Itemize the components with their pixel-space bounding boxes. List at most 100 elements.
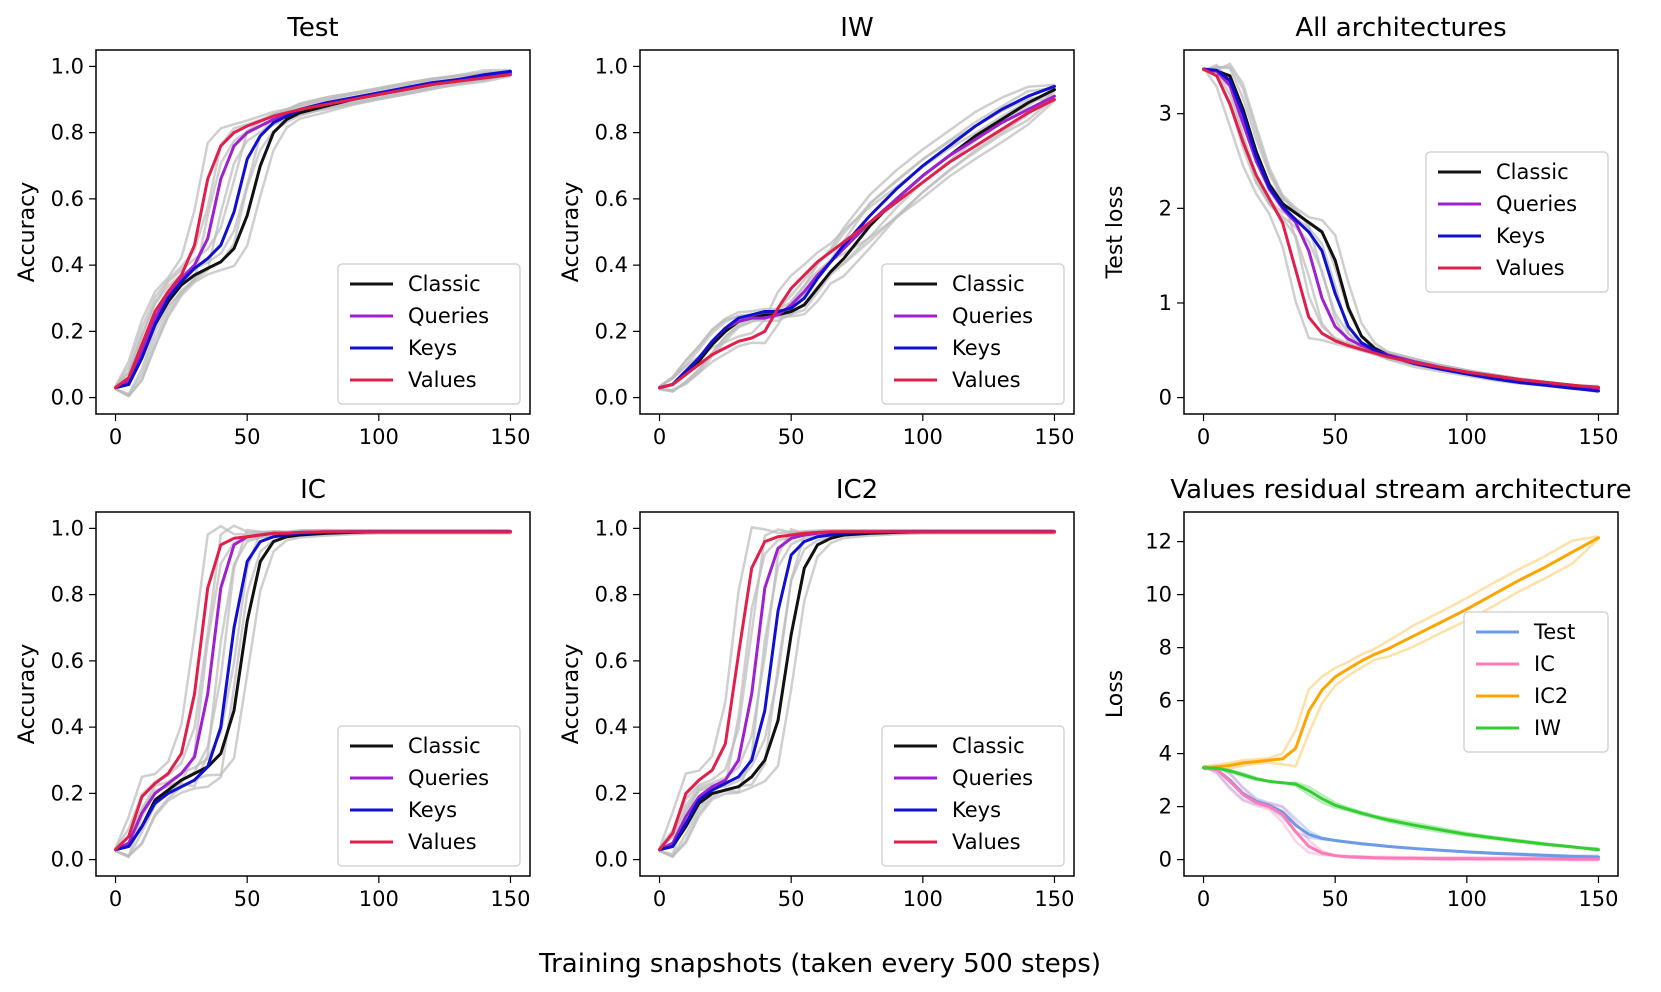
panel-5-ytick-label: 0.6 (595, 649, 628, 673)
panel-5-xtick-label: 150 (1034, 887, 1074, 911)
panel-4-xtick-label: 50 (234, 887, 261, 911)
panel-6-ytick-label: 8 (1159, 636, 1172, 660)
panel-1-legend-box (337, 263, 521, 405)
panel-1-series-values (114, 73, 512, 390)
panel-2-ytick-label: 0.2 (595, 319, 628, 343)
panel-4-legend-label-values: Values (408, 830, 477, 854)
panel-5-ytick-label: 0.8 (595, 583, 628, 607)
panel-6-xtick-label: 150 (1578, 887, 1618, 911)
panel-6-axes-frame (1183, 511, 1619, 877)
panel-5-xtick-label: 100 (903, 887, 943, 911)
panel-1-axes-frame (95, 49, 531, 415)
panel-4-ytick-label: 0.6 (51, 649, 84, 673)
panel-4-axes-frame (95, 511, 531, 877)
panel-3-xtick-label: 100 (1447, 425, 1487, 449)
panel-1-data (114, 68, 512, 398)
panel-4-ylabel: Accuracy (15, 644, 40, 744)
panel-1-xtick-label: 0 (109, 425, 122, 449)
panel-6-ylabel: Loss (1103, 670, 1128, 718)
panel-1-ytick-label: 0.4 (51, 253, 84, 277)
panel-4-ytick-label: 0.0 (51, 848, 84, 872)
panel-5-ylabel: Accuracy (559, 644, 584, 744)
panel-5-legend: Classic Queries Keys Values (881, 725, 1065, 867)
panel-6-xtick-label: 0 (1197, 887, 1210, 911)
panel-2-data (658, 83, 1056, 393)
panel-2-xtick-label: 150 (1034, 425, 1074, 449)
panel-1-xtick-label: 50 (234, 425, 261, 449)
panel-2-axes-frame (639, 49, 1075, 415)
panel-4-legend-box (337, 725, 521, 867)
panel-1: Test Accuracy 0 50 100 150 0.0 0.2 0.4 0.6 0.8 1.0 C… (15, 13, 531, 449)
panel-5-xtick-label: 50 (778, 887, 805, 911)
panel-2-series-keys (658, 84, 1056, 390)
panel-1-ytick-label: 0.2 (51, 319, 84, 343)
panel-6-legend-label-test: Test (1533, 620, 1575, 644)
panel-5-ytick-label: 0.2 (595, 781, 628, 805)
panel-1-legend-label-classic: Classic (408, 272, 481, 296)
panel-6-legend: Test IC IC2 IW (1463, 611, 1609, 753)
panel-5-series-values (658, 530, 1056, 852)
panel-3-ytick-label: 0 (1159, 386, 1172, 410)
panel-5-legend-box (881, 725, 1065, 867)
panel-3-legend-label-queries: Queries (1496, 192, 1577, 216)
panel-3-title: All architectures (1295, 13, 1506, 43)
panel-2-ytick-label: 0.4 (595, 253, 628, 277)
panel-4: IC Accuracy 0 50 100 150 0.0 0.2 0.4 0.6 0.8 1.0 Cla… (15, 475, 531, 911)
panel-4-ytick-label: 0.8 (51, 583, 84, 607)
panel-6-ytick-label: 4 (1159, 742, 1172, 766)
panel-6-ytick-label: 6 (1159, 689, 1172, 713)
panel-3-data (1202, 62, 1600, 394)
panel-6-ytick-label: 0 (1159, 848, 1172, 872)
panel-6-series-iw (1202, 766, 1600, 852)
panel-3-xtick-label: 50 (1322, 425, 1349, 449)
panel-6-data (1202, 535, 1600, 862)
panel-6-ytick-label: 10 (1145, 583, 1172, 607)
panel-2-ytick-label: 0.6 (595, 187, 628, 211)
panel-3-ytick-label: 3 (1159, 102, 1172, 126)
panel-4-legend-label-queries: Queries (408, 766, 489, 790)
panel-2-legend-label-keys: Keys (952, 336, 1001, 360)
panel-2-ylabel: Accuracy (559, 182, 584, 282)
figure-xlabel: Training snapshots (taken every 500 step… (538, 949, 1101, 979)
panel-3-ytick-label: 2 (1159, 196, 1172, 220)
panel-2-title: IW (840, 13, 873, 43)
panel-3-legend-label-values: Values (1496, 256, 1565, 280)
panel-6-legend-box (1463, 611, 1609, 753)
panel-3-series-keys (1202, 67, 1600, 393)
panel-4-xtick-label: 150 (490, 887, 530, 911)
panel-1-legend: Classic Queries Keys Values (337, 263, 521, 405)
panel-2-series-values (658, 98, 1056, 390)
panel-6-shadow-ic2 (1203, 535, 1599, 768)
panel-3-xtick-label: 0 (1197, 425, 1210, 449)
panel-4-ytick-label: 0.2 (51, 781, 84, 805)
panel-6-series-ic (1202, 766, 1600, 861)
panel-1-title: Test (286, 13, 338, 43)
panel-3-legend-label-classic: Classic (1496, 160, 1569, 184)
panel-2-xtick-label: 0 (653, 425, 666, 449)
panel-3-ytick-label: 1 (1159, 291, 1172, 315)
panel-6-title: Values residual stream architecture (1170, 475, 1631, 505)
panel-4-legend-label-classic: Classic (408, 734, 481, 758)
panel-4-title: IC (300, 475, 326, 505)
panel-1-xtick-label: 100 (359, 425, 399, 449)
panel-6-xtick-label: 100 (1447, 887, 1487, 911)
panel-6-legend-label-iw: IW (1534, 716, 1561, 740)
panel-5-legend-label-queries: Queries (952, 766, 1033, 790)
panel-4-ytick-label: 1.0 (51, 516, 84, 540)
panel-1-shadow-keys (114, 71, 511, 398)
panel-6-xtick-label: 50 (1322, 887, 1349, 911)
panel-3: All architectures Test loss 0 50 100 150 0 1 2 3 C… (1103, 13, 1619, 449)
panel-6: Values residual stream architecture Loss 0… (1103, 475, 1632, 911)
panel-2-ytick-label: 0.8 (595, 121, 628, 145)
panel-2: IW Accuracy 0 50 100 150 0.0 0.2 0.4 0.6 0.8 1.0 Cla… (559, 13, 1075, 449)
panel-1-ylabel: Accuracy (15, 182, 40, 282)
panel-2-xtick-label: 50 (778, 425, 805, 449)
panel-5-ytick-label: 1.0 (595, 516, 628, 540)
panel-1-ytick-label: 0.6 (51, 187, 84, 211)
panel-1-ytick-label: 0.0 (51, 386, 84, 410)
panel-3-legend: Classic Queries Keys Values (1425, 151, 1609, 293)
panel-2-shadow-classic (658, 86, 1055, 388)
panel-6-legend-label-ic: IC (1534, 652, 1555, 676)
panel-2-ytick-label: 0.0 (595, 386, 628, 410)
